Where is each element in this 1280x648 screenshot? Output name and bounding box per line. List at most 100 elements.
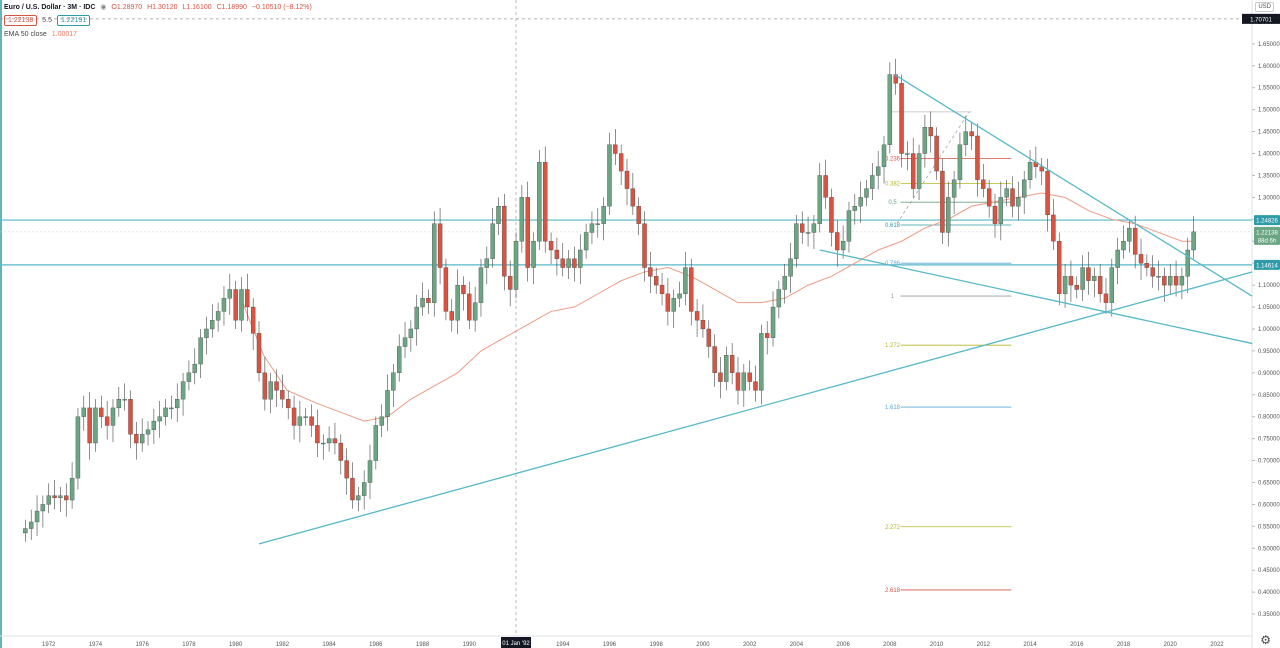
- candle-body[interactable]: [426, 298, 431, 303]
- candle-body[interactable]: [490, 223, 495, 259]
- candle-body[interactable]: [1150, 267, 1155, 277]
- candle-body[interactable]: [543, 162, 548, 242]
- candle-body[interactable]: [402, 337, 408, 347]
- candle-body[interactable]: [566, 258, 571, 268]
- candle-body[interactable]: [875, 166, 881, 176]
- candle-body[interactable]: [840, 241, 846, 251]
- candle-body[interactable]: [1168, 276, 1173, 286]
- candle-body[interactable]: [29, 521, 34, 529]
- candle-body[interactable]: [303, 416, 308, 418]
- candle-body[interactable]: [700, 320, 706, 330]
- candle-body[interactable]: [852, 206, 857, 211]
- candle-body[interactable]: [694, 311, 700, 321]
- candle-body[interactable]: [326, 438, 332, 444]
- candle-body[interactable]: [846, 210, 852, 242]
- candle-body[interactable]: [975, 135, 980, 180]
- candle-body[interactable]: [274, 381, 279, 391]
- candle-body[interactable]: [513, 241, 519, 290]
- candle-body[interactable]: [986, 188, 992, 207]
- candle-body[interactable]: [75, 416, 81, 479]
- candle-body[interactable]: [613, 144, 618, 154]
- candle-body[interactable]: [589, 223, 595, 233]
- trendline[interactable]: [894, 74, 1253, 297]
- candle-body[interactable]: [1115, 249, 1120, 268]
- candle-body[interactable]: [934, 135, 939, 172]
- candle-body[interactable]: [548, 241, 554, 251]
- candle-body[interactable]: [361, 482, 367, 496]
- candle-body[interactable]: [729, 355, 735, 373]
- currency-label[interactable]: USD: [1255, 2, 1274, 12]
- candle-body[interactable]: [525, 197, 530, 268]
- candle-body[interactable]: [338, 442, 343, 461]
- candle-body[interactable]: [69, 477, 75, 501]
- candle-body[interactable]: [887, 74, 893, 145]
- candle-body[interactable]: [169, 407, 174, 410]
- candle-body[interactable]: [554, 249, 560, 259]
- candle-body[interactable]: [981, 179, 986, 189]
- candle-body[interactable]: [215, 311, 221, 321]
- candle-body[interactable]: [922, 127, 928, 154]
- candle-body[interactable]: [992, 206, 998, 224]
- candle-body[interactable]: [128, 398, 133, 435]
- candle-body[interactable]: [1022, 179, 1027, 198]
- candle-body[interactable]: [58, 495, 63, 498]
- candle-body[interactable]: [262, 372, 268, 400]
- candle-body[interactable]: [233, 289, 238, 321]
- gear-icon[interactable]: ⚙: [1260, 633, 1271, 647]
- candle-body[interactable]: [969, 131, 974, 137]
- candle-body[interactable]: [309, 416, 314, 426]
- candle-body[interactable]: [1127, 227, 1132, 242]
- candle-body[interactable]: [461, 284, 466, 295]
- candle-body[interactable]: [420, 298, 425, 308]
- candle-body[interactable]: [134, 434, 139, 444]
- ema50-line[interactable]: [242, 192, 1192, 422]
- candle-body[interactable]: [379, 416, 384, 426]
- candle-body[interactable]: [250, 306, 256, 334]
- candle-body[interactable]: [356, 495, 361, 501]
- candle-body[interactable]: [770, 306, 776, 338]
- candle-body[interactable]: [951, 179, 957, 198]
- candle-body[interactable]: [905, 153, 910, 155]
- candle-body[interactable]: [1045, 170, 1050, 216]
- candle-body[interactable]: [718, 372, 723, 382]
- candle-body[interactable]: [1051, 214, 1056, 242]
- candle-body[interactable]: [198, 337, 203, 365]
- trendline[interactable]: [819, 249, 1253, 345]
- candle-body[interactable]: [1010, 188, 1015, 207]
- candle-body[interactable]: [192, 363, 197, 373]
- candle-body[interactable]: [735, 372, 741, 391]
- candle-body[interactable]: [946, 197, 951, 233]
- candle-body[interactable]: [601, 206, 606, 224]
- candle-body[interactable]: [899, 83, 904, 154]
- ema-legend[interactable]: EMA 50 close 1.00017: [4, 31, 80, 38]
- candle-body[interactable]: [683, 267, 688, 295]
- candle-body[interactable]: [122, 398, 127, 401]
- candle-body[interactable]: [578, 249, 583, 268]
- candle-body[interactable]: [1103, 293, 1109, 303]
- candle-body[interactable]: [706, 328, 711, 347]
- candle-body[interactable]: [665, 293, 671, 312]
- candle-body[interactable]: [940, 170, 945, 233]
- candle-body[interactable]: [1138, 254, 1144, 264]
- candle-body[interactable]: [186, 372, 192, 382]
- candle-body[interactable]: [1080, 267, 1085, 290]
- candle-body[interactable]: [759, 333, 764, 391]
- candle-body[interactable]: [829, 197, 834, 233]
- candle-body[interactable]: [286, 398, 291, 409]
- candle-body[interactable]: [210, 320, 215, 330]
- candle-body[interactable]: [712, 346, 717, 373]
- candle-body[interactable]: [221, 298, 227, 312]
- candle-body[interactable]: [677, 293, 682, 299]
- candle-body[interactable]: [753, 381, 758, 391]
- candle-body[interactable]: [455, 284, 460, 321]
- candle-body[interactable]: [478, 267, 484, 303]
- candle-body[interactable]: [350, 477, 355, 501]
- candle-body[interactable]: [870, 175, 875, 189]
- candle-body[interactable]: [636, 206, 641, 224]
- candle-body[interactable]: [1068, 276, 1074, 286]
- candle-body[interactable]: [367, 460, 373, 483]
- candle-body[interactable]: [624, 170, 630, 189]
- candle-body[interactable]: [911, 153, 916, 189]
- candle-body[interactable]: [432, 223, 437, 303]
